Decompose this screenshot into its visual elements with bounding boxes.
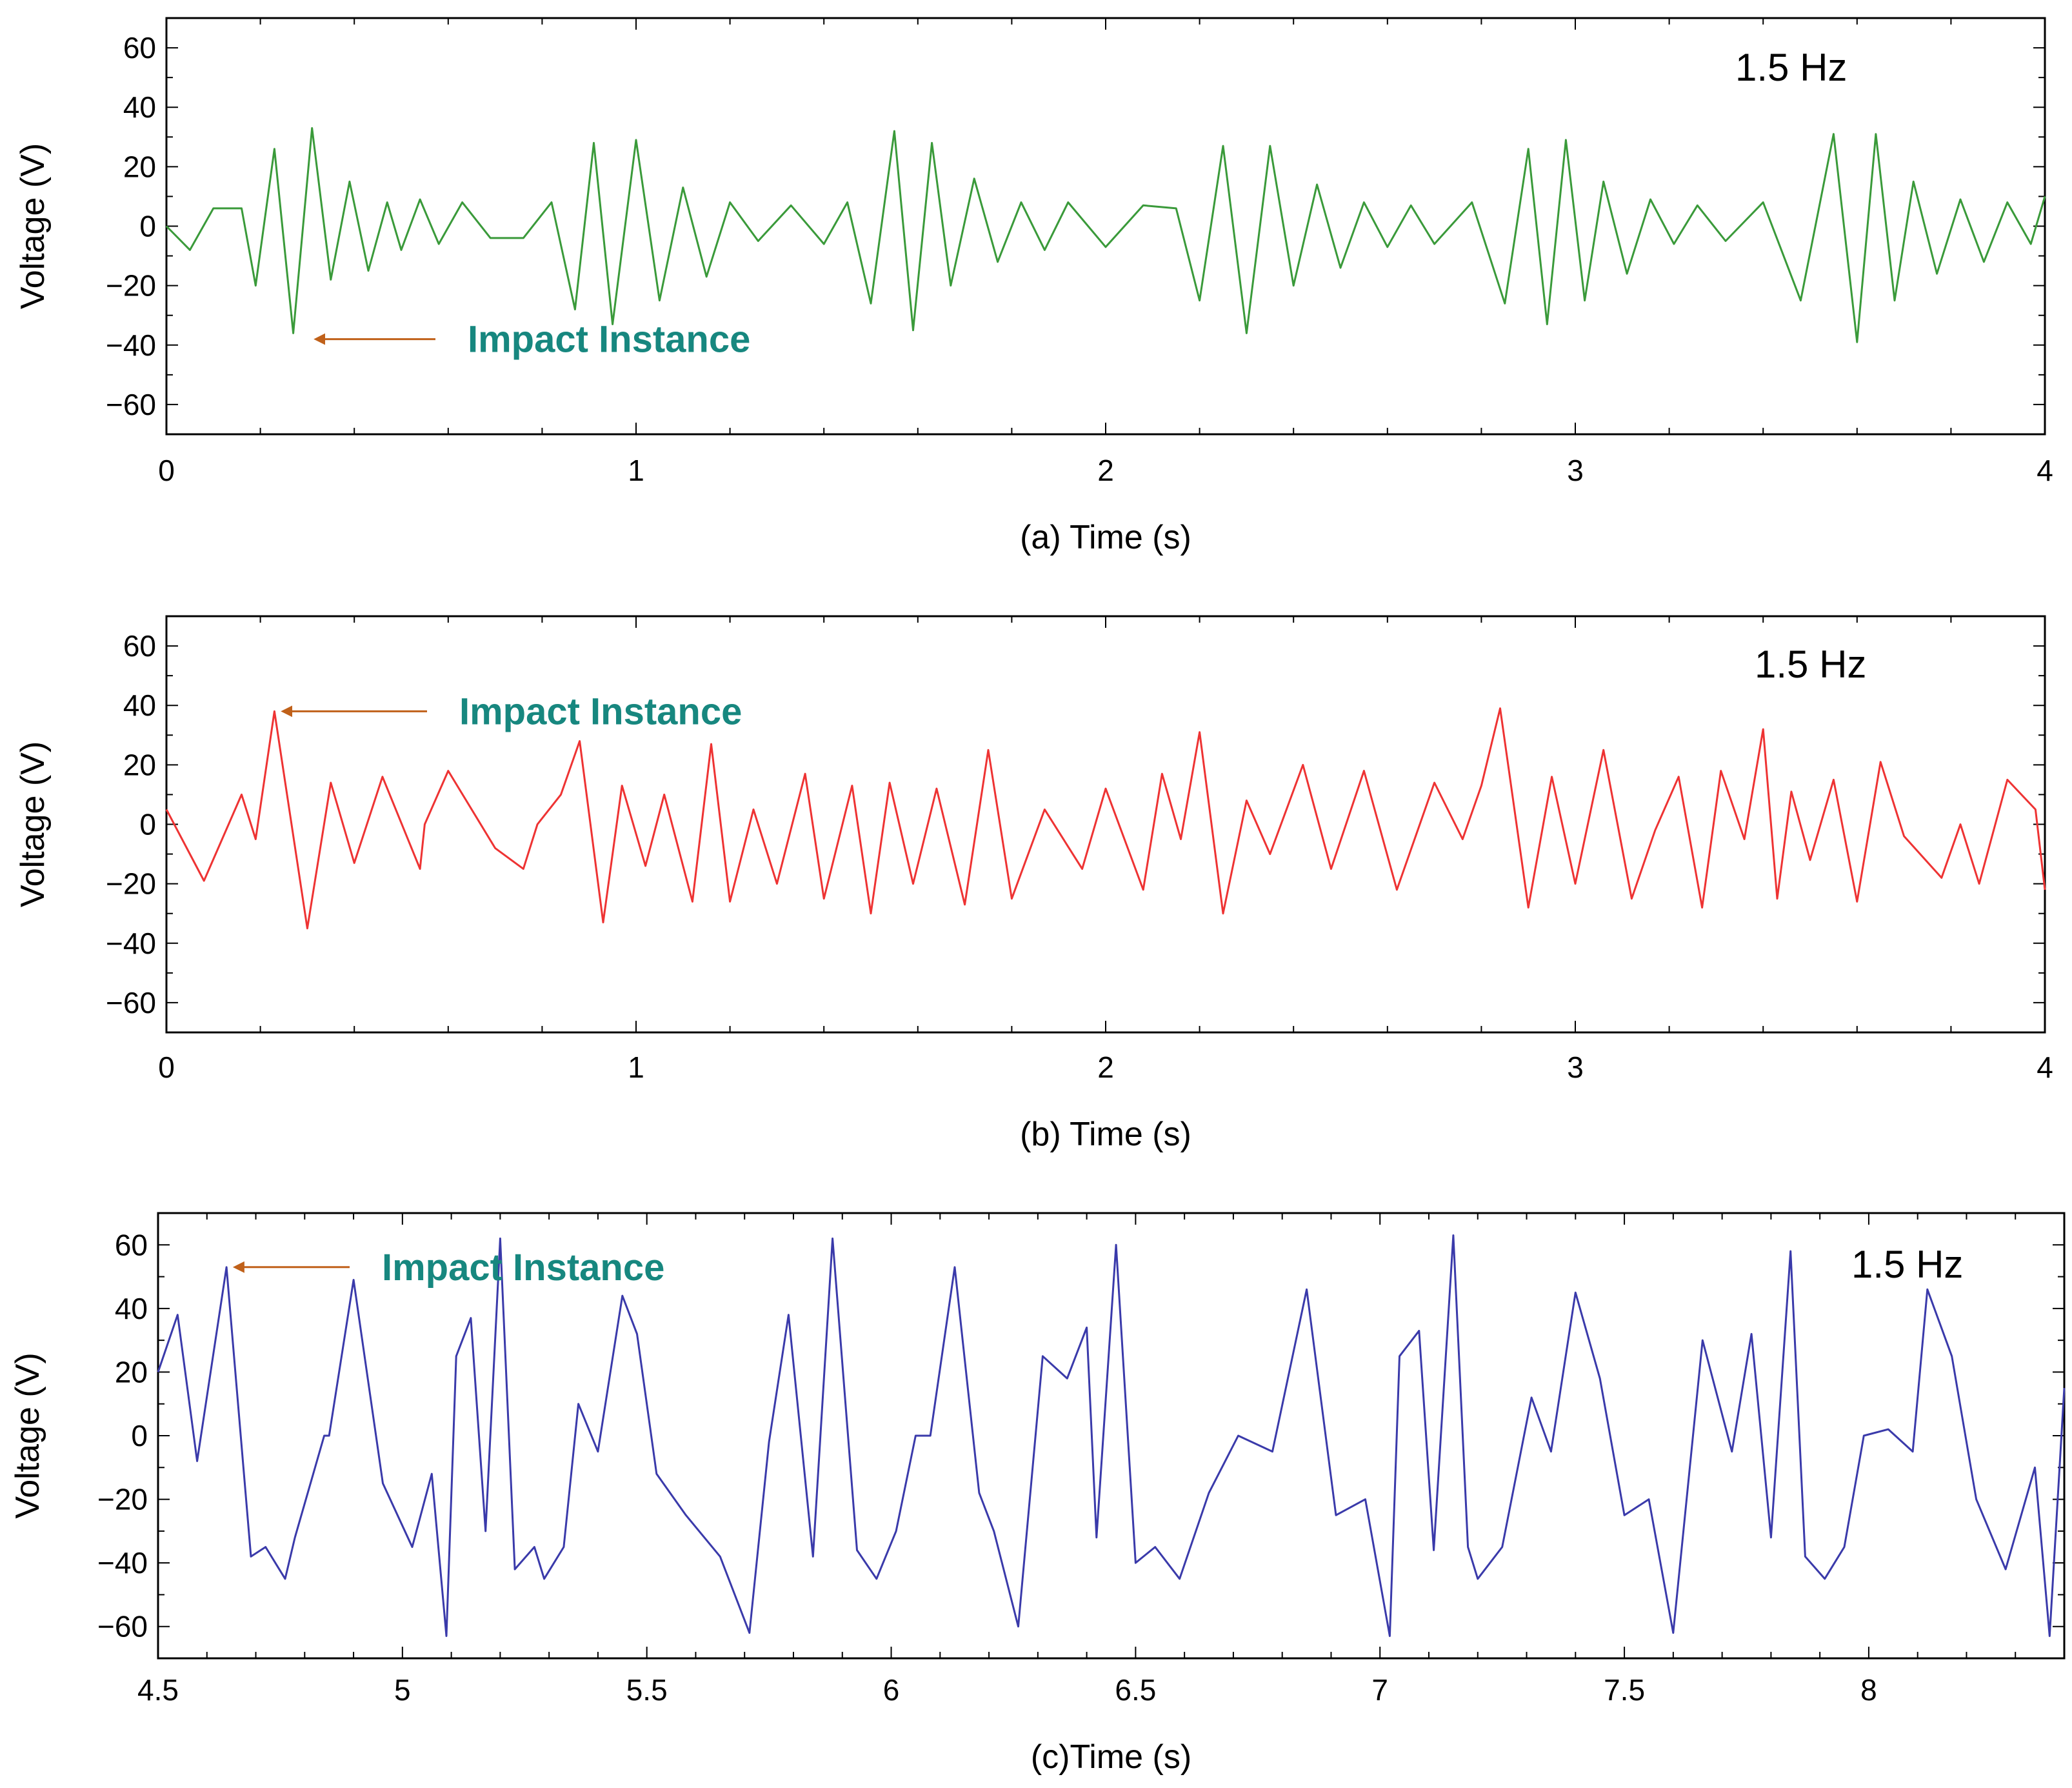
frequency-label: 1.5 Hz bbox=[1735, 46, 1847, 89]
annotation-label: Impact Instance bbox=[468, 319, 750, 361]
y-tick-label: −60 bbox=[106, 986, 156, 1020]
x-tick-label: 4.5 bbox=[137, 1673, 179, 1707]
x-tick-label: 1 bbox=[628, 1050, 644, 1084]
series-line-voltage bbox=[157, 1234, 2066, 1637]
y-axis-label: Voltage (V) bbox=[9, 1352, 46, 1518]
series-line-voltage bbox=[165, 127, 2046, 343]
annotation-label: Impact Instance bbox=[382, 1247, 664, 1289]
chart-panel-c: 4.5 5 5.5 6 6.5 7 7.5 8 60 40 20 0 −20 −40 −60 Voltage … bbox=[9, 1212, 2066, 1776]
y-tick-label: 60 bbox=[123, 31, 156, 65]
annotation-label: Impact Instance bbox=[459, 690, 742, 732]
x-axis-caption: (b) Time (s) bbox=[1020, 1116, 1191, 1153]
x-tick-label: 5 bbox=[394, 1673, 411, 1707]
x-tick-label: 3 bbox=[1567, 1050, 1584, 1084]
y-tick-label: 40 bbox=[123, 90, 156, 124]
x-tick-label: 2 bbox=[1097, 1050, 1114, 1084]
x-tick-label: 2 bbox=[1097, 454, 1114, 487]
y-tick-label: −20 bbox=[106, 269, 156, 303]
x-tick-label: 5.5 bbox=[626, 1673, 668, 1707]
x-tick-label: 3 bbox=[1567, 454, 1584, 487]
frequency-label: 1.5 Hz bbox=[1755, 643, 1866, 686]
y-tick-label: 40 bbox=[115, 1292, 148, 1325]
x-tick-label: 0 bbox=[158, 454, 175, 487]
y-tick-label: −60 bbox=[106, 388, 156, 421]
y-tick-label: 60 bbox=[115, 1228, 148, 1261]
y-tick-label: −60 bbox=[97, 1610, 148, 1643]
chart-panel-a: 0 1 2 3 4 60 40 20 0 −20 −40 −60 Voltage (V) (a) Time… bbox=[14, 17, 2053, 556]
y-axis-label: Voltage (V) bbox=[14, 143, 52, 309]
x-tick-label: 7.5 bbox=[1604, 1673, 1645, 1707]
y-tick-label: 20 bbox=[123, 150, 156, 183]
y-tick-label: 20 bbox=[115, 1355, 148, 1389]
y-tick-label: 20 bbox=[123, 748, 156, 781]
x-tick-label: 7 bbox=[1371, 1673, 1388, 1707]
x-tick-label: 1 bbox=[628, 454, 644, 487]
series-line-voltage bbox=[165, 707, 2046, 930]
x-tick-label: 0 bbox=[158, 1050, 175, 1084]
y-tick-label: −20 bbox=[97, 1483, 148, 1516]
y-tick-label: −40 bbox=[106, 328, 156, 362]
x-tick-label: 8 bbox=[1860, 1673, 1877, 1707]
y-tick-label: −40 bbox=[106, 927, 156, 960]
y-tick-label: −20 bbox=[106, 867, 156, 901]
x-tick-label: 4 bbox=[2037, 454, 2053, 487]
y-tick-label: 0 bbox=[139, 808, 156, 841]
x-axis-caption: (c)Time (s) bbox=[1031, 1738, 1191, 1776]
plot-frame bbox=[165, 17, 2046, 436]
chart-panel-b: 0 1 2 3 4 60 40 20 0 −20 −40 −60 Voltage (V) (b) Time… bbox=[14, 615, 2053, 1153]
x-axis-caption: (a) Time (s) bbox=[1020, 519, 1191, 556]
plot-frame bbox=[165, 615, 2046, 1034]
y-tick-label: 0 bbox=[131, 1419, 148, 1452]
y-axis-label: Voltage (V) bbox=[14, 741, 52, 907]
x-tick-label: 6 bbox=[883, 1673, 900, 1707]
y-tick-label: −40 bbox=[97, 1546, 148, 1580]
plot-frame bbox=[157, 1212, 2066, 1660]
y-tick-label: 40 bbox=[123, 688, 156, 722]
x-tick-label: 4 bbox=[2037, 1050, 2053, 1084]
y-tick-label: 0 bbox=[139, 210, 156, 243]
frequency-label: 1.5 Hz bbox=[1851, 1243, 1963, 1286]
x-tick-label: 6.5 bbox=[1115, 1673, 1156, 1707]
y-tick-label: 60 bbox=[123, 629, 156, 663]
